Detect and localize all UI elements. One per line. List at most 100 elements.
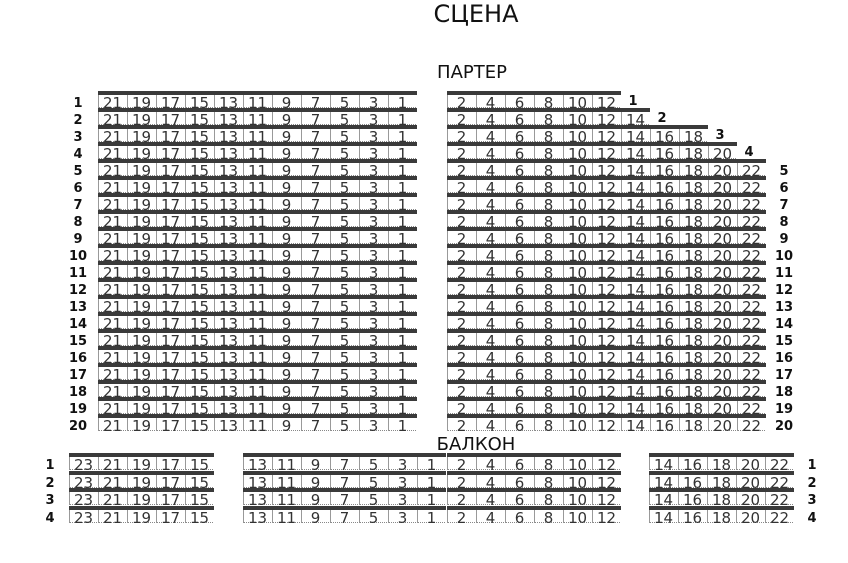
parter-seat[interactable]: 18: [679, 363, 708, 384]
parter-seat[interactable]: 2: [447, 244, 476, 265]
parter-seat[interactable]: 4: [476, 363, 505, 384]
parter-seat[interactable]: 21: [98, 346, 127, 367]
parter-seat[interactable]: 11: [243, 295, 272, 316]
parter-seat[interactable]: 12: [592, 108, 621, 129]
parter-seat[interactable]: 17: [156, 159, 185, 180]
parter-seat[interactable]: 22: [737, 363, 766, 384]
parter-seat[interactable]: 21: [98, 176, 127, 197]
parter-seat[interactable]: 1: [388, 108, 417, 129]
parter-seat[interactable]: 7: [301, 193, 330, 214]
parter-seat[interactable]: 4: [476, 91, 505, 112]
parter-seat[interactable]: 17: [156, 278, 185, 299]
parter-seat[interactable]: 13: [214, 176, 243, 197]
parter-seat[interactable]: 8: [534, 312, 563, 333]
parter-seat[interactable]: 21: [98, 159, 127, 180]
balcony-seat[interactable]: 2: [447, 488, 476, 509]
parter-seat[interactable]: 18: [679, 329, 708, 350]
parter-seat[interactable]: 6: [505, 312, 534, 333]
parter-seat[interactable]: 11: [243, 142, 272, 163]
parter-seat[interactable]: 19: [127, 125, 156, 146]
balcony-seat[interactable]: 21: [98, 505, 127, 526]
parter-seat[interactable]: 22: [737, 227, 766, 248]
balcony-seat[interactable]: 6: [505, 470, 534, 491]
parter-seat[interactable]: 4: [476, 176, 505, 197]
parter-seat[interactable]: 15: [185, 261, 214, 282]
parter-seat[interactable]: 16: [650, 244, 679, 265]
parter-seat[interactable]: 1: [388, 176, 417, 197]
parter-seat[interactable]: 9: [272, 312, 301, 333]
balcony-seat[interactable]: 18: [707, 505, 736, 526]
parter-seat[interactable]: 15: [185, 176, 214, 197]
balcony-seat[interactable]: 9: [301, 453, 330, 474]
parter-seat[interactable]: 17: [156, 193, 185, 214]
parter-seat[interactable]: 14: [621, 159, 650, 180]
parter-seat[interactable]: 9: [272, 380, 301, 401]
parter-seat[interactable]: 5: [330, 278, 359, 299]
parter-seat[interactable]: 16: [650, 397, 679, 418]
parter-seat[interactable]: 3: [359, 380, 388, 401]
parter-seat[interactable]: 9: [272, 227, 301, 248]
parter-seat[interactable]: 11: [243, 227, 272, 248]
parter-seat[interactable]: 19: [127, 261, 156, 282]
parter-seat[interactable]: 12: [592, 278, 621, 299]
parter-seat[interactable]: 9: [272, 414, 301, 435]
parter-seat[interactable]: 21: [98, 414, 127, 435]
parter-seat[interactable]: 16: [650, 312, 679, 333]
balcony-seat[interactable]: 22: [765, 488, 794, 509]
balcony-seat[interactable]: 4: [476, 488, 505, 509]
parter-seat[interactable]: 5: [330, 261, 359, 282]
parter-seat[interactable]: 2: [447, 108, 476, 129]
parter-seat[interactable]: 18: [679, 414, 708, 435]
parter-seat[interactable]: 2: [447, 397, 476, 418]
parter-seat[interactable]: 9: [272, 244, 301, 265]
parter-seat[interactable]: 10: [563, 397, 592, 418]
balcony-seat[interactable]: 13: [243, 470, 272, 491]
parter-seat[interactable]: 3: [359, 176, 388, 197]
parter-seat[interactable]: 18: [679, 176, 708, 197]
parter-seat[interactable]: 9: [272, 210, 301, 231]
parter-seat[interactable]: 7: [301, 159, 330, 180]
parter-seat[interactable]: 6: [505, 295, 534, 316]
parter-seat[interactable]: 14: [621, 329, 650, 350]
parter-seat[interactable]: 6: [505, 329, 534, 350]
parter-seat[interactable]: 4: [476, 380, 505, 401]
balcony-seat[interactable]: 17: [156, 470, 185, 491]
parter-seat[interactable]: 11: [243, 329, 272, 350]
parter-seat[interactable]: 16: [650, 261, 679, 282]
parter-seat[interactable]: 7: [301, 108, 330, 129]
parter-seat[interactable]: 15: [185, 312, 214, 333]
parter-seat[interactable]: 3: [359, 397, 388, 418]
parter-seat[interactable]: 19: [127, 193, 156, 214]
parter-seat[interactable]: 7: [301, 397, 330, 418]
parter-seat[interactable]: 19: [127, 142, 156, 163]
balcony-seat[interactable]: 18: [707, 453, 736, 474]
balcony-seat[interactable]: 17: [156, 505, 185, 526]
parter-seat[interactable]: 4: [476, 312, 505, 333]
parter-seat[interactable]: 1: [388, 363, 417, 384]
parter-seat[interactable]: 13: [214, 363, 243, 384]
parter-seat[interactable]: 8: [534, 176, 563, 197]
parter-seat[interactable]: 13: [214, 397, 243, 418]
parter-seat[interactable]: 19: [127, 414, 156, 435]
parter-seat[interactable]: 2: [447, 329, 476, 350]
parter-seat[interactable]: 22: [737, 329, 766, 350]
parter-seat[interactable]: 5: [330, 227, 359, 248]
parter-seat[interactable]: 3: [359, 193, 388, 214]
parter-seat[interactable]: 21: [98, 261, 127, 282]
balcony-seat[interactable]: 14: [649, 488, 678, 509]
parter-seat[interactable]: 9: [272, 91, 301, 112]
parter-seat[interactable]: 17: [156, 125, 185, 146]
parter-seat[interactable]: 21: [98, 91, 127, 112]
parter-seat[interactable]: 6: [505, 278, 534, 299]
parter-seat[interactable]: 4: [476, 329, 505, 350]
parter-seat[interactable]: 3: [359, 91, 388, 112]
balcony-seat[interactable]: 12: [592, 488, 621, 509]
parter-seat[interactable]: 13: [214, 244, 243, 265]
parter-seat[interactable]: 8: [534, 346, 563, 367]
parter-seat[interactable]: 13: [214, 414, 243, 435]
parter-seat[interactable]: 7: [301, 227, 330, 248]
parter-seat[interactable]: 6: [505, 363, 534, 384]
balcony-seat[interactable]: 4: [476, 470, 505, 491]
parter-seat[interactable]: 5: [330, 91, 359, 112]
parter-seat[interactable]: 17: [156, 108, 185, 129]
